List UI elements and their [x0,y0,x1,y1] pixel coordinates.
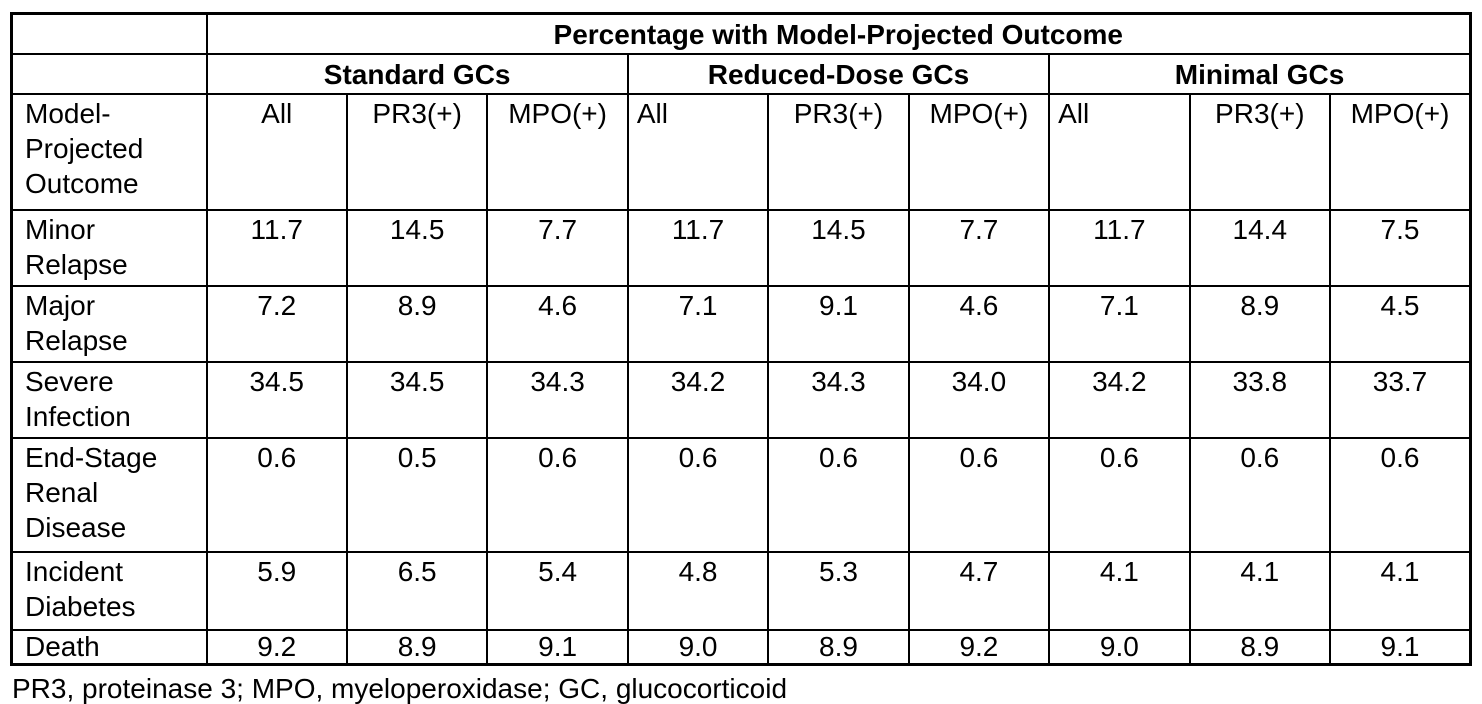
value-cell: 11.7 [626,209,770,287]
value-cell: 9.1 [1329,629,1472,666]
row-label: Minor Relapse [10,209,208,287]
value-cell: 5.9 [205,551,348,631]
value-cell: 9.1 [767,285,910,363]
value-cell: 6.5 [345,551,489,631]
table-row-severe-infection: Severe Infection 34.5 34.5 34.3 34.2 34.… [10,361,1472,439]
value-cell: 0.6 [626,437,770,553]
value-cell: 9.0 [1048,629,1191,666]
row-label: Severe Infection [10,361,208,439]
value-cell: 34.3 [767,361,910,439]
table-row-incident-diabetes: Incident Diabetes 5.9 6.5 5.4 4.8 5.3 4.… [10,551,1472,631]
table-title-row: Percentage with Model-Projected Outcome [10,12,1472,55]
table-row-death: Death 9.2 8.9 9.1 9.0 8.9 9.2 9.0 8.9 9.… [10,629,1472,666]
table-row-major-relapse: Major Relapse 7.2 8.9 4.6 7.1 9.1 4.6 7.… [10,285,1472,363]
value-cell: 9.2 [205,629,348,666]
value-cell: 7.1 [1048,285,1191,363]
value-cell: 8.9 [345,285,489,363]
outcomes-table: Percentage with Model-Projected Outcome … [10,12,1472,666]
value-cell: 34.5 [205,361,348,439]
value-cell: 11.7 [205,209,348,287]
value-cell: 4.8 [626,551,770,631]
value-cell: 34.2 [1048,361,1191,439]
value-cell: 7.2 [205,285,348,363]
value-cell: 4.5 [1329,285,1472,363]
value-cell: 4.1 [1048,551,1191,631]
table-title: Percentage with Model-Projected Outcome [205,12,1472,55]
value-cell: 0.6 [1048,437,1191,553]
col-header-standard-all: All [205,93,348,211]
value-cell: 7.1 [626,285,770,363]
value-cell: 8.9 [767,629,910,666]
table-row-end-stage-renal-disease: End-Stage Renal Disease 0.6 0.5 0.6 0.6 … [10,437,1472,553]
value-cell: 8.9 [1188,629,1332,666]
row-label: Major Relapse [10,285,208,363]
group-header-row: Standard GCs Reduced-Dose GCs Minimal GC… [10,53,1472,95]
value-cell: 7.5 [1329,209,1472,287]
value-cell: 9.2 [907,629,1051,666]
value-cell: 8.9 [1188,285,1332,363]
col-header-reduced-mpo: MPO(+) [907,93,1051,211]
value-cell: 7.7 [486,209,629,287]
value-cell: 4.6 [907,285,1051,363]
group-header-reduced-dose-gcs: Reduced-Dose GCs [626,53,1051,95]
col-header-reduced-pr3: PR3(+) [767,93,910,211]
value-cell: 7.7 [907,209,1051,287]
value-cell: 34.0 [907,361,1051,439]
value-cell: 9.1 [486,629,629,666]
abbreviation-footnote: PR3, proteinase 3; MPO, myeloperoxidase;… [12,673,788,704]
value-cell: 4.7 [907,551,1051,631]
row-label: End-Stage Renal Disease [10,437,208,553]
value-cell: 8.9 [345,629,489,666]
value-cell: 4.1 [1329,551,1472,631]
value-cell: 14.5 [767,209,910,287]
value-cell: 0.6 [486,437,629,553]
value-cell: 5.3 [767,551,910,631]
value-cell: 34.3 [486,361,629,439]
col-header-reduced-all: All [626,93,770,211]
row-label: Death [10,629,208,666]
value-cell: 0.6 [1188,437,1332,553]
value-cell: 4.1 [1188,551,1332,631]
value-cell: 33.7 [1329,361,1472,439]
value-cell: 33.8 [1188,361,1332,439]
value-cell: 0.5 [345,437,489,553]
col-header-standard-mpo: MPO(+) [486,93,629,211]
value-cell: 0.6 [907,437,1051,553]
value-cell: 11.7 [1048,209,1191,287]
table-row-minor-relapse: Minor Relapse 11.7 14.5 7.7 11.7 14.5 7.… [10,209,1472,287]
subheader-row: Model-Projected Outcome All PR3(+) MPO(+… [10,93,1472,211]
value-cell: 5.4 [486,551,629,631]
value-cell: 9.0 [626,629,770,666]
group-header-standard-gcs: Standard GCs [205,53,629,95]
value-cell: 4.6 [486,285,629,363]
value-cell: 0.6 [205,437,348,553]
value-cell: 34.5 [345,361,489,439]
row-label: Incident Diabetes [10,551,208,631]
col-header-minimal-mpo: MPO(+) [1329,93,1472,211]
col-header-standard-pr3: PR3(+) [345,93,489,211]
corner-empty-cell [10,12,208,55]
col-header-minimal-all: All [1048,93,1191,211]
value-cell: 0.6 [1329,437,1472,553]
value-cell: 34.2 [626,361,770,439]
group-header-minimal-gcs: Minimal GCs [1048,53,1472,95]
value-cell: 14.5 [345,209,489,287]
value-cell: 0.6 [767,437,910,553]
corner-header: Model-Projected Outcome [10,93,208,211]
group-empty-cell [10,53,208,95]
col-header-minimal-pr3: PR3(+) [1188,93,1332,211]
value-cell: 14.4 [1188,209,1332,287]
